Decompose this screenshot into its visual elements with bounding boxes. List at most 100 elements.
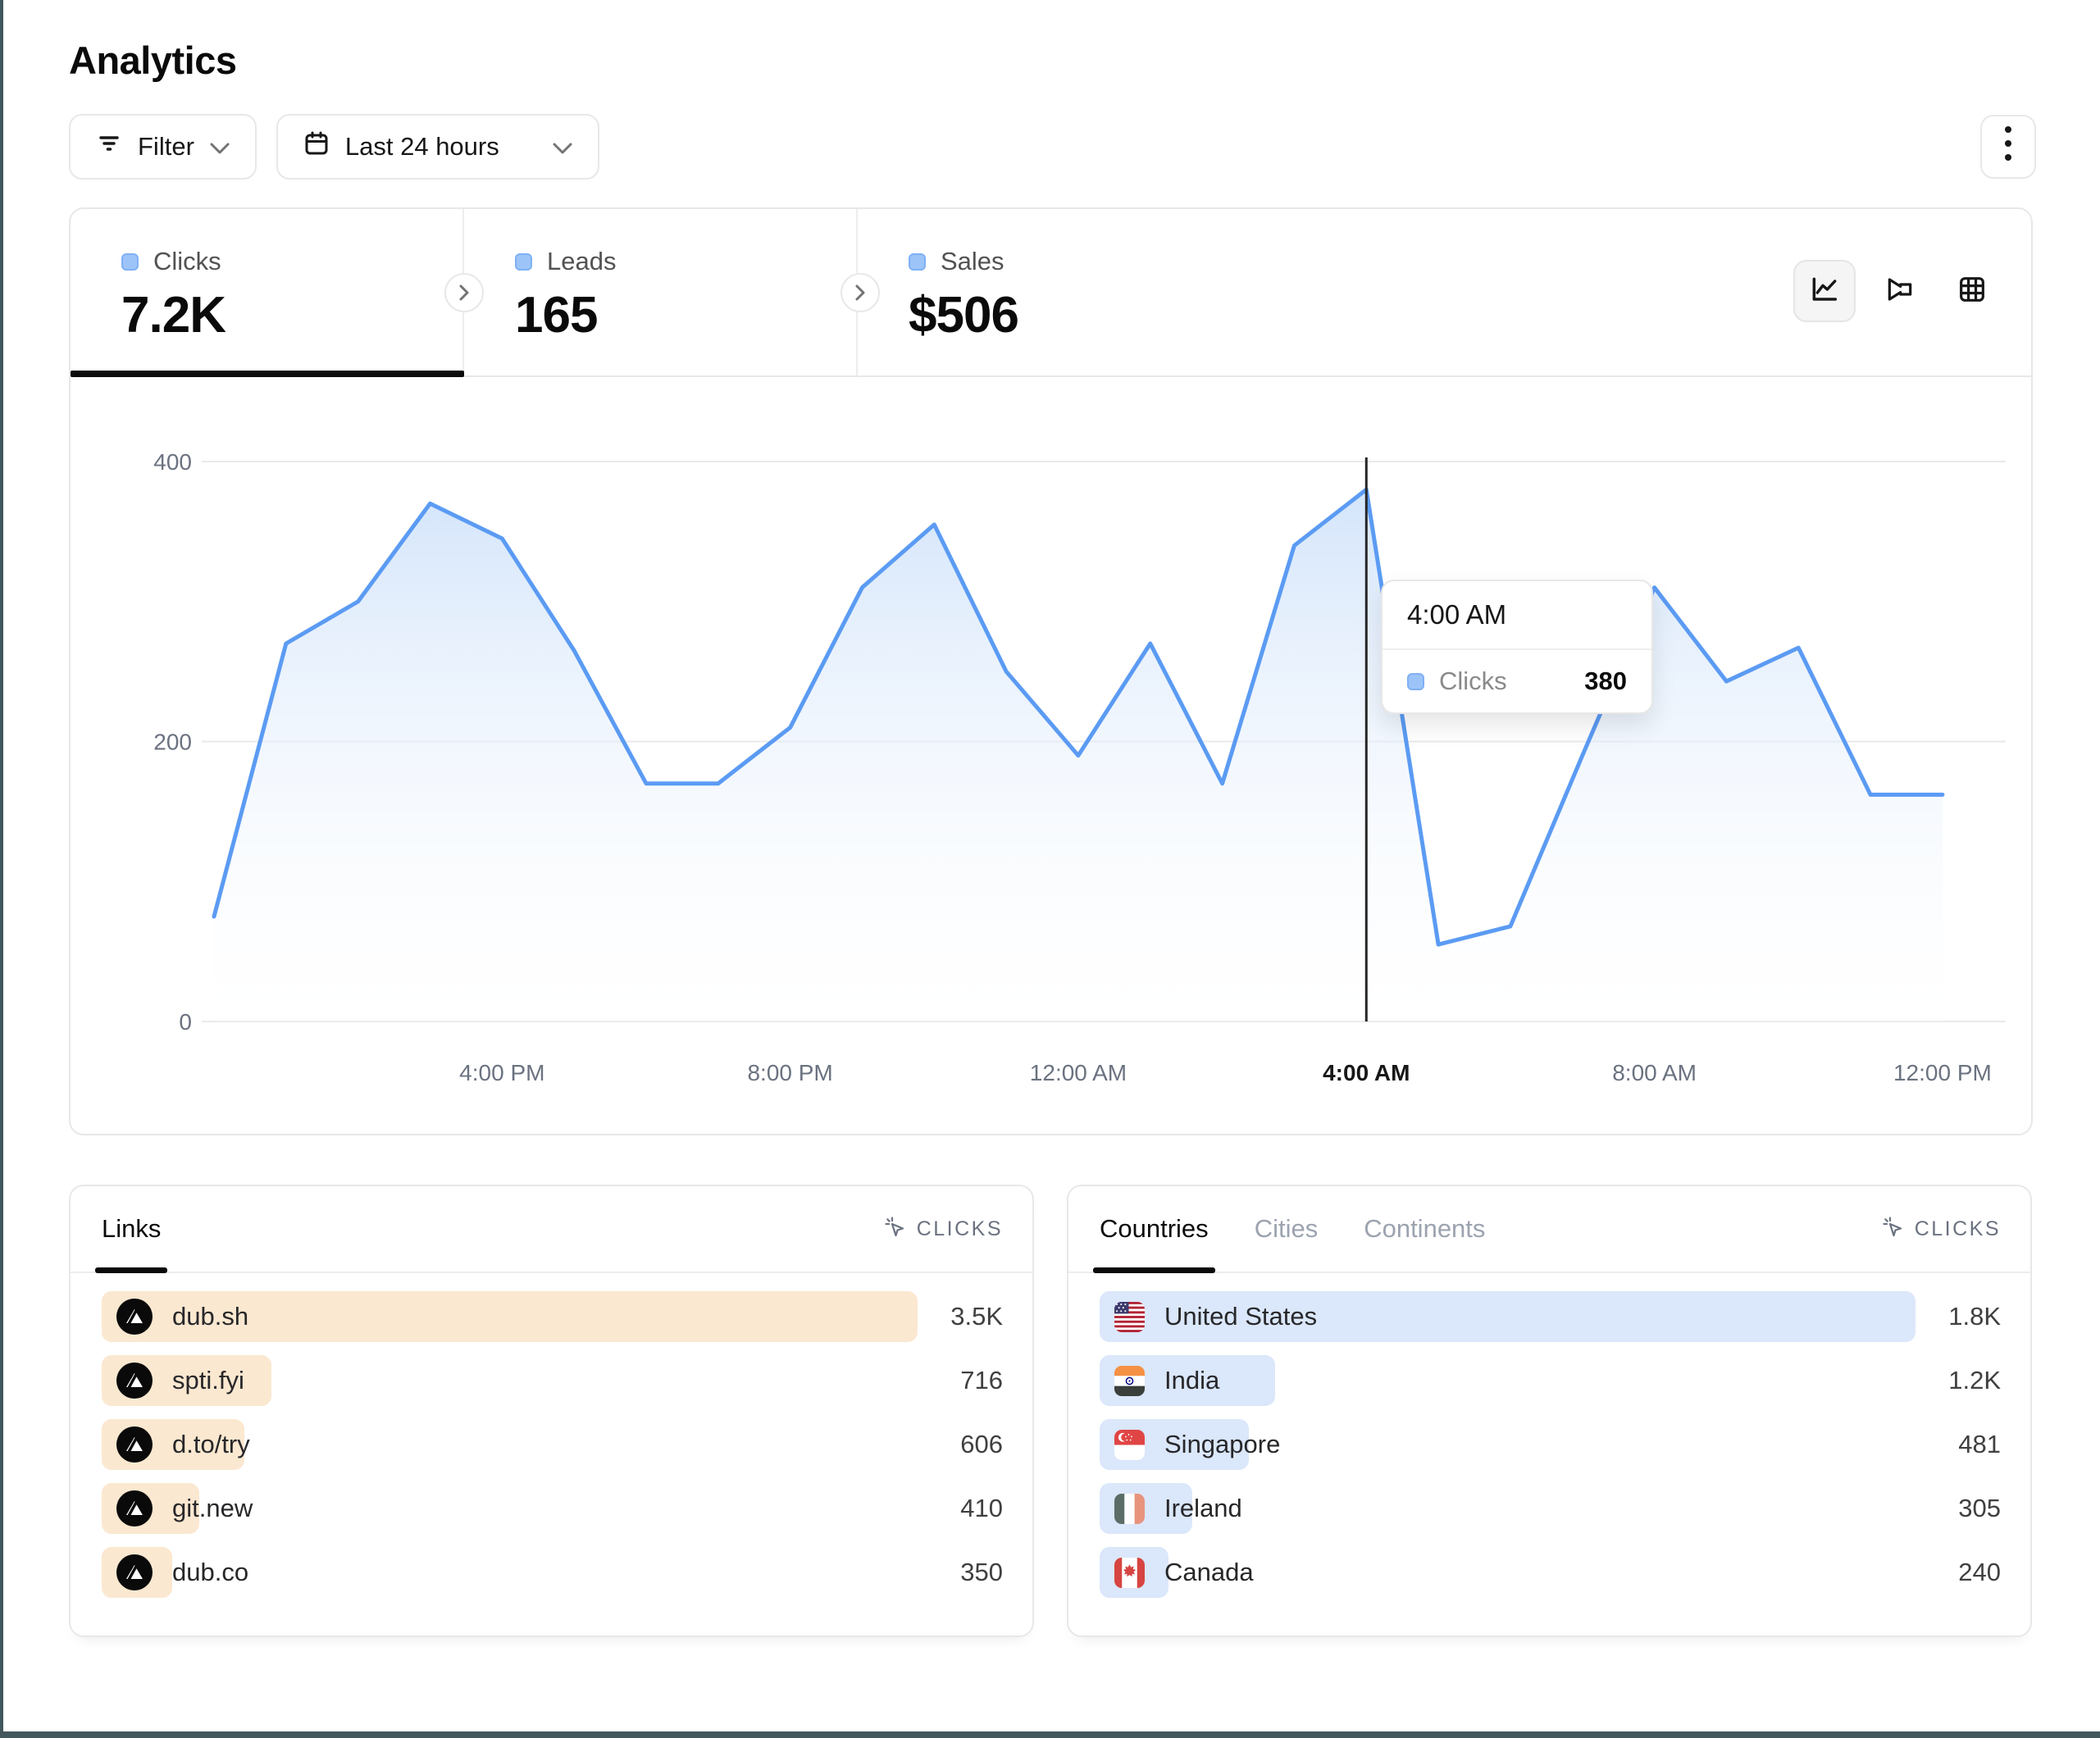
filter-lines-icon bbox=[95, 130, 123, 164]
link-row[interactable]: spti.fyi 716 bbox=[102, 1355, 1003, 1406]
link-row[interactable]: dub.co 350 bbox=[102, 1547, 1003, 1598]
kebab-menu-icon bbox=[2002, 123, 2014, 171]
country-row[interactable]: Ireland 305 bbox=[1100, 1483, 2001, 1534]
countries-tab-label: Countries bbox=[1100, 1214, 1209, 1243]
svg-text:400: 400 bbox=[153, 449, 192, 475]
svg-text:8:00 PM: 8:00 PM bbox=[747, 1060, 832, 1085]
cursor-click-icon bbox=[1880, 1214, 1905, 1244]
link-row[interactable]: dub.sh 3.5K bbox=[102, 1291, 1003, 1342]
row-label: dub.co bbox=[172, 1558, 249, 1586]
svg-text:12:00 PM: 12:00 PM bbox=[1893, 1060, 1992, 1085]
row-value: 240 bbox=[1958, 1558, 2001, 1586]
tab-sales[interactable]: Sales $506 bbox=[858, 209, 1251, 375]
row-label: dub.sh bbox=[172, 1302, 249, 1331]
dub-logo-icon bbox=[116, 1490, 153, 1526]
funnel-chart-icon bbox=[1882, 273, 1915, 310]
in-flag-icon bbox=[1114, 1365, 1145, 1396]
date-range-button[interactable]: Last 24 hours bbox=[276, 114, 599, 180]
tooltip-legend-square bbox=[1407, 672, 1424, 690]
chevron-down-icon bbox=[552, 132, 573, 162]
row-value: 606 bbox=[960, 1430, 1003, 1458]
more-menu-button[interactable] bbox=[1980, 115, 2036, 179]
filter-button[interactable]: Filter bbox=[69, 114, 257, 180]
geo-rows: United States 1.8K India 1.2K Singapore 481 Ir… bbox=[1068, 1273, 2030, 1598]
clicks-time-series-chart[interactable]: 0 200 400 4:00 PM 8:00 PM 12:00 AM 4:00 AM 8:00… bbox=[71, 377, 2031, 1135]
row-value: 305 bbox=[1958, 1494, 2001, 1522]
date-range-label: Last 24 hours bbox=[344, 132, 499, 161]
stats-row: Clicks 7.2K Leads 165 Sales $506 bbox=[71, 209, 2031, 377]
line-chart-icon bbox=[1808, 273, 1841, 310]
tab-leads[interactable]: Leads 165 bbox=[464, 209, 858, 375]
dub-logo-icon bbox=[116, 1554, 153, 1590]
link-row[interactable]: d.to/try 606 bbox=[102, 1419, 1003, 1470]
bar-track: United States bbox=[1100, 1291, 1916, 1342]
row-value: 3.5K bbox=[950, 1302, 1003, 1331]
geo-card: Countries Cities Continents CLICKS bbox=[1067, 1185, 2032, 1637]
bar-track: India bbox=[1100, 1355, 1916, 1406]
tab-continents[interactable]: Continents bbox=[1364, 1186, 1485, 1272]
filter-button-label: Filter bbox=[138, 132, 194, 161]
row-value: 410 bbox=[960, 1494, 1003, 1522]
expand-leads-chevron[interactable] bbox=[840, 273, 880, 312]
links-card: Links CLICKS dub.sh 3.5K spti.fyi 716 d.to/t… bbox=[69, 1185, 1034, 1637]
sales-legend-square bbox=[909, 253, 926, 271]
ca-flag-icon bbox=[1114, 1557, 1145, 1588]
links-metric-label: CLICKS bbox=[916, 1217, 1003, 1240]
page-title: Analytics bbox=[69, 39, 237, 82]
value-bar bbox=[102, 1291, 918, 1342]
links-metric-selector[interactable]: CLICKS bbox=[882, 1214, 1003, 1244]
cities-tab-label: Cities bbox=[1254, 1214, 1319, 1243]
sg-flag-icon bbox=[1114, 1429, 1145, 1460]
cursor-click-icon bbox=[882, 1214, 907, 1244]
geo-metric-selector[interactable]: CLICKS bbox=[1880, 1214, 2001, 1244]
leads-stat-label: Leads bbox=[547, 247, 617, 275]
tab-cities[interactable]: Cities bbox=[1255, 1186, 1319, 1272]
row-value: 716 bbox=[960, 1366, 1003, 1394]
svg-text:12:00 AM: 12:00 AM bbox=[1030, 1060, 1127, 1085]
expand-clicks-chevron[interactable] bbox=[444, 273, 484, 312]
country-row[interactable]: United States 1.8K bbox=[1100, 1291, 2001, 1342]
country-row[interactable]: Singapore 481 bbox=[1100, 1419, 2001, 1470]
bar-track: spti.fyi bbox=[102, 1355, 918, 1406]
country-row[interactable]: Canada 240 bbox=[1100, 1547, 2001, 1598]
row-value: 350 bbox=[960, 1558, 1003, 1586]
row-label: Canada bbox=[1164, 1558, 1254, 1586]
us-flag-icon bbox=[1114, 1301, 1145, 1332]
country-row[interactable]: India 1.2K bbox=[1100, 1355, 2001, 1406]
clicks-stat-value: 7.2K bbox=[121, 287, 226, 344]
tooltip-value: 380 bbox=[1584, 667, 1627, 695]
sales-stat-value: $506 bbox=[909, 287, 1019, 344]
tooltip-time: 4:00 AM bbox=[1407, 599, 1507, 630]
analytics-card: Clicks 7.2K Leads 165 Sales $506 bbox=[69, 207, 2033, 1135]
svg-text:8:00 AM: 8:00 AM bbox=[1612, 1060, 1697, 1085]
line-chart-view-button[interactable] bbox=[1793, 260, 1856, 322]
chart-tooltip: 4:00 AM Clicks 380 bbox=[1381, 580, 1653, 714]
link-row[interactable]: git.new 410 bbox=[102, 1483, 1003, 1534]
bar-track: Ireland bbox=[1100, 1483, 1916, 1534]
chevron-down-icon bbox=[209, 132, 230, 162]
dub-logo-icon bbox=[116, 1299, 153, 1335]
leads-legend-square bbox=[515, 253, 532, 271]
tab-countries[interactable]: Countries bbox=[1093, 1186, 1215, 1273]
clicks-legend-square bbox=[121, 253, 139, 271]
sales-stat-label: Sales bbox=[941, 247, 1004, 275]
row-value: 1.8K bbox=[1948, 1302, 2001, 1331]
row-label: India bbox=[1164, 1366, 1220, 1394]
active-tab-underline bbox=[71, 371, 464, 377]
dub-logo-icon bbox=[116, 1363, 153, 1399]
tab-links[interactable]: Links bbox=[94, 1186, 168, 1273]
svg-text:200: 200 bbox=[153, 730, 192, 755]
ie-flag-icon bbox=[1114, 1493, 1145, 1524]
geo-metric-label: CLICKS bbox=[1914, 1217, 2001, 1240]
bar-track: Singapore bbox=[1100, 1419, 1916, 1470]
row-value: 481 bbox=[1958, 1430, 2001, 1458]
table-icon bbox=[1956, 273, 1988, 310]
funnel-chart-view-button[interactable] bbox=[1867, 260, 1929, 322]
svg-text:0: 0 bbox=[179, 1009, 192, 1035]
table-view-button[interactable] bbox=[1941, 260, 2003, 322]
clicks-stat-label: Clicks bbox=[153, 247, 221, 275]
bar-track: d.to/try bbox=[102, 1419, 918, 1470]
bar-track: Canada bbox=[1100, 1547, 1916, 1598]
tab-clicks[interactable]: Clicks 7.2K bbox=[71, 209, 464, 377]
